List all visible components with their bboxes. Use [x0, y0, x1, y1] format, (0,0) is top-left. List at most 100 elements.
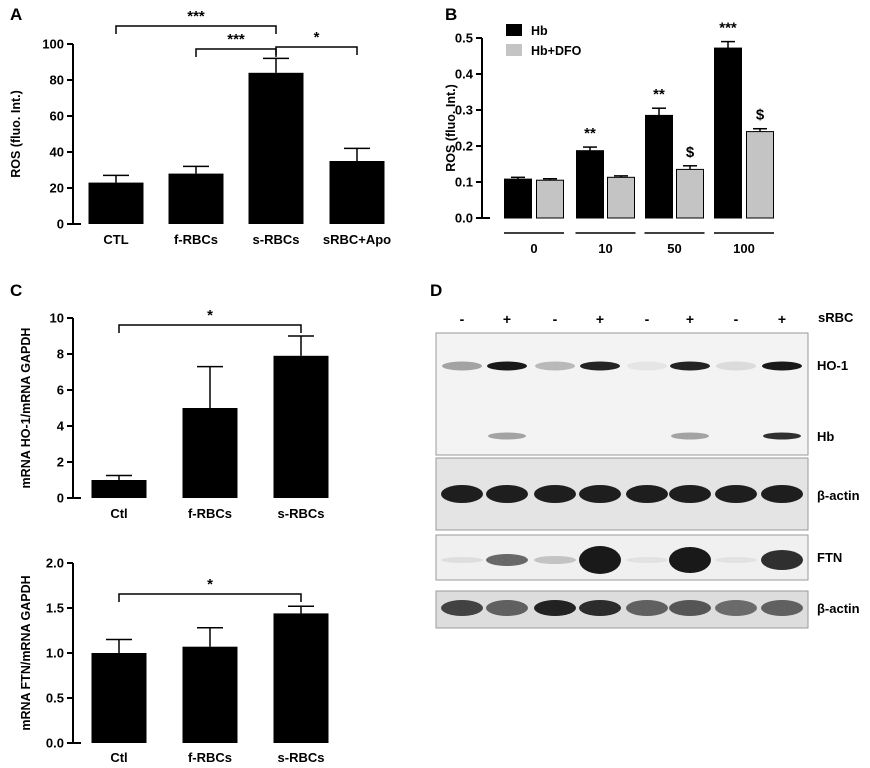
y-tick-label: 2 — [57, 455, 64, 470]
y-tick-label: 1.0 — [46, 646, 64, 661]
y-tick-label: 0.4 — [455, 67, 474, 82]
blot-band-ho1 — [762, 361, 802, 371]
x-tick-label: f-RBCs — [188, 506, 232, 521]
blot-band-hb — [763, 432, 801, 440]
y-tick-label: 4 — [57, 419, 65, 434]
y-tick-label: 2.0 — [46, 556, 64, 571]
panel-label-b: B — [445, 5, 457, 24]
y-axis-label: ROS (fluo. Int.) — [9, 90, 23, 177]
y-tick-label: 60 — [50, 109, 64, 124]
significance-bracket — [275, 46, 358, 55]
x-tick-label: 50 — [667, 241, 681, 256]
blot-band-ho1 — [535, 361, 575, 371]
blot-band-actin — [761, 600, 803, 616]
lane-sign: + — [778, 311, 786, 327]
lane-sign: + — [686, 311, 694, 327]
blot-band-hb — [488, 432, 526, 440]
bar — [504, 178, 532, 219]
blot-band-ho1 — [627, 361, 667, 371]
significance-label: *** — [227, 31, 245, 48]
bar — [182, 408, 238, 498]
bar — [714, 47, 742, 219]
y-tick-label: 0.5 — [46, 691, 64, 706]
blot-band-actin — [486, 485, 528, 503]
lane-sign: + — [503, 311, 511, 327]
y-tick-label: 40 — [50, 145, 64, 160]
significance-bracket — [195, 48, 277, 57]
blot-band-actin — [579, 485, 621, 503]
blot-band-ftn — [669, 547, 711, 573]
x-tick-label: f-RBCs — [174, 232, 218, 247]
blot-band-actin — [534, 600, 576, 616]
blot-band-actin — [669, 485, 711, 503]
bar — [91, 480, 147, 498]
y-axis-label: mRNA FTN/mRNA GAPDH — [19, 575, 33, 730]
y-tick-label: 20 — [50, 181, 64, 196]
significance-label: $ — [756, 107, 765, 124]
blot-band-actin — [441, 485, 483, 503]
legend-swatch — [506, 24, 522, 36]
bar — [607, 176, 635, 219]
blot-band-actin — [761, 485, 803, 503]
blot-label-ho1: HO-1 — [817, 358, 848, 373]
x-tick-label: 0 — [530, 241, 537, 256]
y-tick-label: 0.1 — [455, 175, 473, 190]
x-tick-label: sRBC+Apo — [323, 232, 391, 247]
blot-band-ftn — [486, 554, 528, 566]
blot-band-ftn — [626, 557, 668, 563]
y-tick-label: 6 — [57, 383, 64, 398]
lane-sign: + — [596, 311, 604, 327]
blot-band-hb — [671, 432, 709, 440]
bar — [88, 182, 144, 224]
blot-band-actin — [534, 485, 576, 503]
panel-label-a: A — [10, 5, 22, 24]
legend-label: Hb+DFO — [531, 44, 582, 58]
blot-label-ftn: FTN — [817, 550, 842, 565]
panel-label-c: C — [10, 281, 22, 300]
blot-label-actin-2: β-actin — [817, 601, 860, 616]
lane-sign: - — [734, 311, 739, 327]
blot-band-ftn — [715, 557, 757, 563]
legend-swatch — [506, 44, 522, 56]
blot-band-actin — [715, 485, 757, 503]
lane-sign: - — [553, 311, 558, 327]
blot-band-ftn — [579, 546, 621, 574]
lane-sign: - — [460, 311, 465, 327]
blot-band-actin — [626, 485, 668, 503]
bar — [676, 168, 704, 219]
significance-label: * — [314, 29, 320, 46]
y-tick-label: 0.2 — [455, 139, 473, 154]
x-tick-label: s-RBCs — [278, 506, 325, 521]
panel-label-d: D — [430, 281, 442, 300]
blot-band-ftn — [761, 550, 803, 570]
x-tick-label: s-RBCs — [253, 232, 300, 247]
y-tick-label: 0 — [57, 217, 64, 232]
y-tick-label: 0.0 — [46, 736, 64, 751]
significance-label: *** — [719, 20, 737, 37]
y-axis-label: mRNA HO-1/mRNA GAPDH — [19, 328, 33, 489]
y-tick-label: 0.3 — [455, 103, 473, 118]
significance-label: ** — [653, 86, 665, 103]
blot-band-ho1 — [487, 361, 527, 371]
y-tick-label: 0 — [57, 491, 64, 506]
significance-bracket — [118, 593, 302, 602]
y-tick-label: 100 — [42, 37, 64, 52]
y-tick-label: 80 — [50, 73, 64, 88]
blot-band-actin — [579, 600, 621, 616]
significance-label: * — [207, 307, 213, 324]
blot-band-actin — [441, 600, 483, 616]
blot-label-actin-1: β-actin — [817, 488, 860, 503]
blot-band-actin — [715, 600, 757, 616]
blot-band-ho1 — [716, 361, 756, 371]
y-tick-label: 8 — [57, 347, 64, 362]
blot-membrane — [435, 332, 809, 456]
y-tick-label: 10 — [50, 311, 64, 326]
y-axis-label: ROS (fluo. Int.) — [444, 84, 458, 171]
legend-label: Hb — [531, 24, 548, 38]
significance-label: ** — [584, 125, 596, 142]
condition-label: sRBC — [818, 310, 854, 325]
bar — [182, 646, 238, 743]
significance-label: * — [207, 576, 213, 593]
significance-label: *** — [187, 8, 205, 25]
